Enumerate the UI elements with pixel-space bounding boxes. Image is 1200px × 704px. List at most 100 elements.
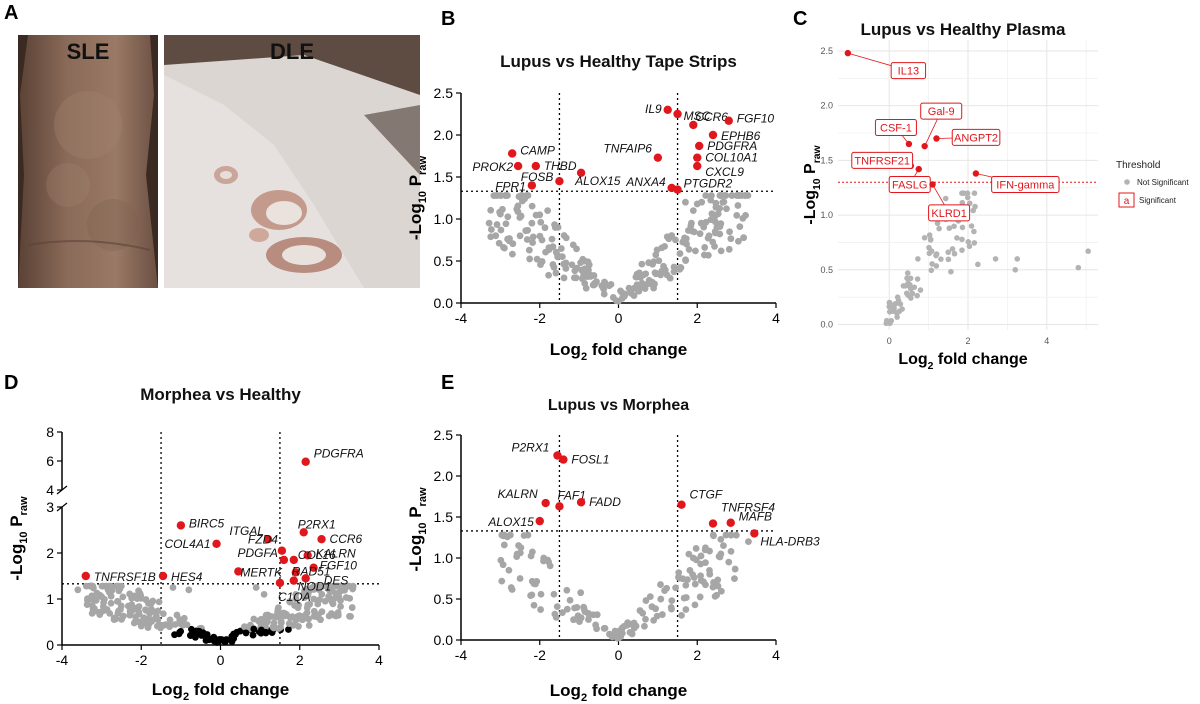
nonsignificant-point	[552, 224, 559, 231]
nonsignificant-point	[537, 261, 544, 268]
nonsignificant-point	[945, 249, 951, 256]
nonsignificant-point	[645, 276, 653, 284]
gene-label: TNFRSF21	[854, 155, 910, 167]
nonsignificant-point	[970, 207, 977, 214]
nonsignificant-point	[592, 621, 600, 629]
nonsignificant-point	[88, 592, 96, 600]
gene-label: Gal-9	[928, 106, 955, 118]
nonsignificant-point	[526, 255, 534, 263]
nonsignificant-point	[900, 283, 907, 289]
y-tick-label: 2.0	[434, 468, 454, 484]
nonsignificant-point	[310, 583, 318, 590]
nonsignificant-point	[689, 554, 697, 562]
nonsignificant-point	[529, 233, 537, 241]
nonsignificant-point	[162, 621, 170, 629]
nonsignificant-point	[697, 552, 705, 560]
gene-label: THBD	[544, 159, 577, 173]
nonsignificant-point	[334, 590, 342, 598]
significant-point	[277, 546, 287, 555]
nonsignificant-point	[655, 257, 663, 265]
x-tick-label: 2	[965, 336, 970, 346]
x-tick-label: 4	[1044, 336, 1049, 346]
nonsignificant-point	[909, 290, 916, 297]
nonsignificant-point	[303, 604, 311, 612]
nonsignificant-point	[509, 250, 516, 258]
nonsignificant-point	[591, 279, 599, 287]
chart-title: Lupus vs Healthy Tape Strips	[500, 52, 737, 71]
nonsignificant-point	[651, 280, 658, 288]
sle-photo: SLE	[18, 35, 158, 288]
nonsignificant-point	[502, 220, 510, 228]
y-tick-label: 1.0	[434, 550, 454, 566]
gene-label: CSF-1	[880, 123, 912, 135]
nonsignificant-point	[700, 251, 708, 259]
nonsignificant-point	[954, 235, 960, 241]
nonsignificant-point	[708, 192, 715, 199]
nonsignificant-point	[642, 597, 650, 604]
nonsignificant-point	[525, 246, 533, 254]
x-tick-label: -2	[135, 652, 148, 668]
gene-label: IL13	[898, 66, 919, 78]
nonsignificant-point	[959, 236, 965, 243]
nonsignificant-point	[945, 256, 952, 263]
nonsignificant-point	[600, 625, 608, 632]
panel-label-b: B	[441, 8, 456, 30]
dle-photo: DLE	[164, 35, 420, 288]
nonsignificant-point	[263, 617, 271, 625]
nonsignificant-point	[551, 610, 559, 618]
nonsignificant-point	[938, 256, 944, 262]
low-significance-point	[250, 625, 258, 633]
x-tick-label: 4	[772, 310, 780, 326]
gene-label: KALRN	[498, 487, 538, 501]
nonsignificant-point	[727, 547, 735, 555]
nonsignificant-point	[487, 226, 495, 233]
gene-label: FOSL1	[571, 453, 609, 467]
nonsignificant-point	[921, 234, 928, 241]
gene-label: ANGPT2	[954, 132, 998, 144]
nonsignificant-point	[314, 600, 322, 608]
nonsignificant-point	[697, 219, 705, 227]
nonsignificant-point	[927, 237, 934, 243]
nonsignificant-point	[652, 251, 660, 259]
nonsignificant-point	[717, 220, 725, 228]
nonsignificant-point	[607, 281, 615, 288]
nonsignificant-point	[734, 237, 742, 245]
nonsignificant-point	[142, 606, 150, 614]
nonsignificant-point	[143, 615, 151, 623]
y-tick-label: 2.0	[434, 127, 454, 143]
y-tick-label: 1.5	[434, 169, 454, 185]
nonsignificant-point	[682, 594, 690, 601]
nonsignificant-point	[610, 631, 618, 639]
nonsignificant-point	[518, 197, 526, 205]
low-significance-point	[212, 635, 219, 643]
nonsignificant-point	[722, 192, 730, 199]
nonsignificant-point	[571, 267, 579, 275]
nonsignificant-point	[638, 260, 646, 268]
nonsignificant-point	[717, 587, 725, 595]
nonsignificant-point	[577, 589, 585, 597]
nonsignificant-point	[899, 306, 905, 312]
gene-label-box	[890, 62, 927, 80]
nonsignificant-point	[180, 620, 188, 628]
significant-point	[708, 519, 718, 528]
gene-label-box	[920, 102, 963, 120]
nonsignificant-point	[904, 275, 910, 282]
significant-point	[663, 105, 672, 115]
nonsignificant-point	[928, 248, 935, 255]
nonsignificant-point	[903, 290, 910, 297]
nonsignificant-point	[538, 236, 546, 244]
nonsignificant-point	[716, 192, 724, 199]
nonsignificant-point	[126, 611, 134, 619]
nonsignificant-point	[936, 225, 942, 232]
nonsignificant-point	[1014, 256, 1021, 262]
nonsignificant-point	[552, 269, 560, 277]
significant-point	[695, 141, 704, 151]
nonsignificant-point	[679, 575, 687, 583]
significant-point	[309, 563, 318, 572]
nonsignificant-point	[528, 202, 536, 210]
gene-label: IL9	[645, 102, 662, 116]
y-tick-label: 2.5	[820, 46, 833, 56]
chart-title: Lupus vs Morphea	[548, 397, 689, 414]
y-tick-label: 3	[46, 499, 54, 515]
nonsignificant-point	[895, 297, 902, 304]
